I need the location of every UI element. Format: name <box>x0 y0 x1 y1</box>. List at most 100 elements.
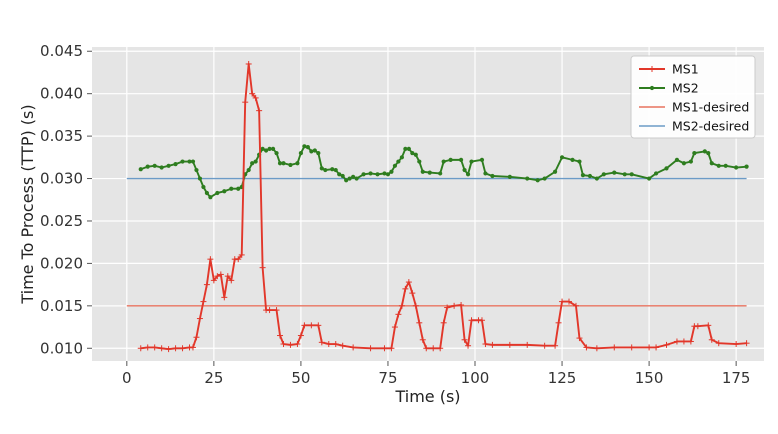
point-ms1 <box>294 341 301 348</box>
point-ms2 <box>190 159 196 164</box>
point-ms2 <box>208 195 213 200</box>
point-ms1 <box>416 319 423 326</box>
point-ms2 <box>646 176 652 181</box>
point-ms2 <box>490 173 495 179</box>
point-ms1 <box>715 340 722 347</box>
point-ms2 <box>389 169 394 174</box>
point-ms2 <box>723 163 728 168</box>
point-ms1 <box>663 341 670 348</box>
series-layer <box>126 60 750 353</box>
point-ms2 <box>438 171 443 176</box>
legend-label-ms2-desired: MS2-desired <box>672 119 749 134</box>
y-tick-label: 0.045 <box>40 42 83 60</box>
y-tick-label: 0.040 <box>40 85 83 103</box>
point-ms1 <box>444 304 451 311</box>
point-ms1 <box>245 60 252 67</box>
point-ms1 <box>189 344 196 351</box>
point-ms1 <box>228 277 235 284</box>
point-ms1 <box>266 307 273 314</box>
point-ms1 <box>332 341 339 348</box>
point-ms1 <box>593 345 600 352</box>
legend-marker-ms1 <box>649 66 655 72</box>
point-ms2 <box>260 146 265 151</box>
y-tick-label: 0.010 <box>40 339 83 357</box>
point-ms2 <box>465 172 471 177</box>
point-ms2 <box>222 189 227 194</box>
point-ms1 <box>552 342 559 349</box>
point-ms2 <box>681 161 687 166</box>
point-ms2 <box>333 167 338 173</box>
point-ms2 <box>413 152 418 157</box>
point-ms2 <box>674 157 680 162</box>
point-ms1 <box>249 90 256 97</box>
point-ms2 <box>420 169 425 174</box>
legend-label-ms1-desired: MS1-desired <box>672 100 749 115</box>
point-ms1 <box>350 344 357 351</box>
point-ms2 <box>295 161 300 166</box>
point-ms1 <box>214 273 221 280</box>
point-ms2 <box>309 149 314 154</box>
point-ms1 <box>196 315 203 322</box>
point-ms2 <box>288 162 293 168</box>
y-tick-label: 0.020 <box>40 254 83 272</box>
point-ms2 <box>351 174 356 179</box>
point-ms1 <box>419 336 426 343</box>
point-ms2 <box>570 157 575 162</box>
point-ms2 <box>403 146 408 151</box>
point-ms2 <box>246 167 251 173</box>
point-ms2 <box>664 166 669 171</box>
point-ms2 <box>302 144 307 149</box>
point-ms1 <box>252 94 259 101</box>
point-ms1 <box>207 256 214 263</box>
legend-label-ms2: MS2 <box>672 81 699 96</box>
point-ms2 <box>601 172 606 177</box>
point-ms1 <box>412 302 419 309</box>
point-ms2 <box>281 161 286 166</box>
legend: MS1 MS2 MS1-desired MS2-desired <box>630 55 756 139</box>
x-tick-label: 75 <box>378 369 397 387</box>
point-ms2 <box>392 163 398 168</box>
point-ms1 <box>423 345 430 352</box>
point-ms1 <box>315 322 322 329</box>
y-tick-label: 0.025 <box>40 212 83 230</box>
point-ms2 <box>744 164 749 169</box>
point-ms2 <box>145 164 150 169</box>
point-ms2 <box>622 172 627 177</box>
point-ms1 <box>465 342 472 349</box>
point-ms2 <box>692 150 697 156</box>
point-ms2 <box>201 184 206 190</box>
point-ms2 <box>263 148 269 153</box>
x-tick-label: 50 <box>291 369 310 387</box>
point-ms2 <box>166 163 171 168</box>
legend-label-ms1: MS1 <box>672 62 699 77</box>
point-ms1 <box>297 332 304 339</box>
point-ms2 <box>396 159 401 164</box>
point-ms1 <box>277 332 284 339</box>
point-ms2 <box>709 161 714 166</box>
point-ms1 <box>653 344 660 351</box>
point-ms1 <box>628 344 635 351</box>
point-ms2 <box>319 166 324 171</box>
point-ms1 <box>694 323 701 330</box>
point-ms1 <box>482 341 489 348</box>
point-ms2 <box>180 159 185 164</box>
x-tick-label: 125 <box>548 369 577 387</box>
point-ms2 <box>542 176 547 181</box>
point-ms2 <box>479 157 485 162</box>
point-ms1 <box>280 341 287 348</box>
point-ms1 <box>339 342 346 349</box>
point-ms1 <box>210 277 217 284</box>
point-ms2 <box>197 176 203 181</box>
y-tick-label: 0.030 <box>40 170 83 188</box>
point-ms2 <box>344 178 349 183</box>
point-ms2 <box>354 176 359 181</box>
point-ms1 <box>221 294 228 301</box>
point-ms1 <box>325 341 332 348</box>
point-ms1 <box>708 336 715 343</box>
point-ms2 <box>236 186 241 191</box>
point-ms1 <box>576 335 583 342</box>
point-ms2 <box>229 186 234 191</box>
point-ms1 <box>440 319 447 326</box>
y-tick-label: 0.015 <box>40 297 83 315</box>
point-ms1 <box>705 322 712 329</box>
